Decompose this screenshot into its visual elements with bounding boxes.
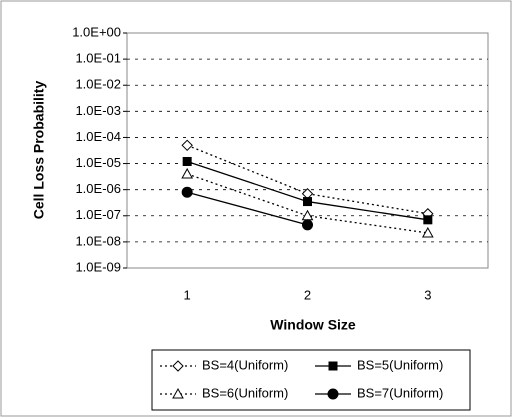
marker [181,186,193,198]
y-tick-label: 1.0E-06 [75,181,121,196]
x-tick-label: 1 [184,287,191,302]
marker [423,215,433,225]
legend-label: BS=5(Uniform) [357,357,443,372]
legend-label: BS=7(Uniform) [357,385,443,400]
y-tick-label: 1.0E+00 [72,24,121,39]
y-axis-title: Cell Loss Probability [31,81,47,220]
y-tick-label: 1.0E-07 [75,207,121,222]
legend-box [151,349,471,411]
marker [301,209,314,221]
series-line [186,191,308,226]
y-tick-label: 1.0E-03 [75,103,121,118]
x-tick-label: 3 [424,287,431,302]
marker [327,388,339,400]
marker [182,156,192,166]
y-tick-label: 1.0E-02 [75,77,121,92]
y-tick-label: 1.0E-05 [75,155,121,170]
x-axis-title: Window Size [270,317,356,333]
marker [181,139,193,152]
series-line [186,144,428,215]
y-tick-label: 1.0E-08 [75,233,121,248]
marker [328,361,338,371]
marker [181,167,194,179]
marker [172,360,184,372]
legend-label: BS=6(Uniform) [202,385,288,400]
marker [302,219,313,231]
legend-label: BS=4(Uniform) [202,357,288,372]
y-tick-label: 1.0E-09 [75,259,121,274]
marker [172,387,184,399]
y-tick-label: 1.0E-01 [75,51,121,66]
y-tick-label: 1.0E-04 [75,129,121,144]
marker [421,226,434,238]
marker [303,197,312,207]
plot-area [126,32,489,269]
x-tick-label: 2 [304,287,311,302]
